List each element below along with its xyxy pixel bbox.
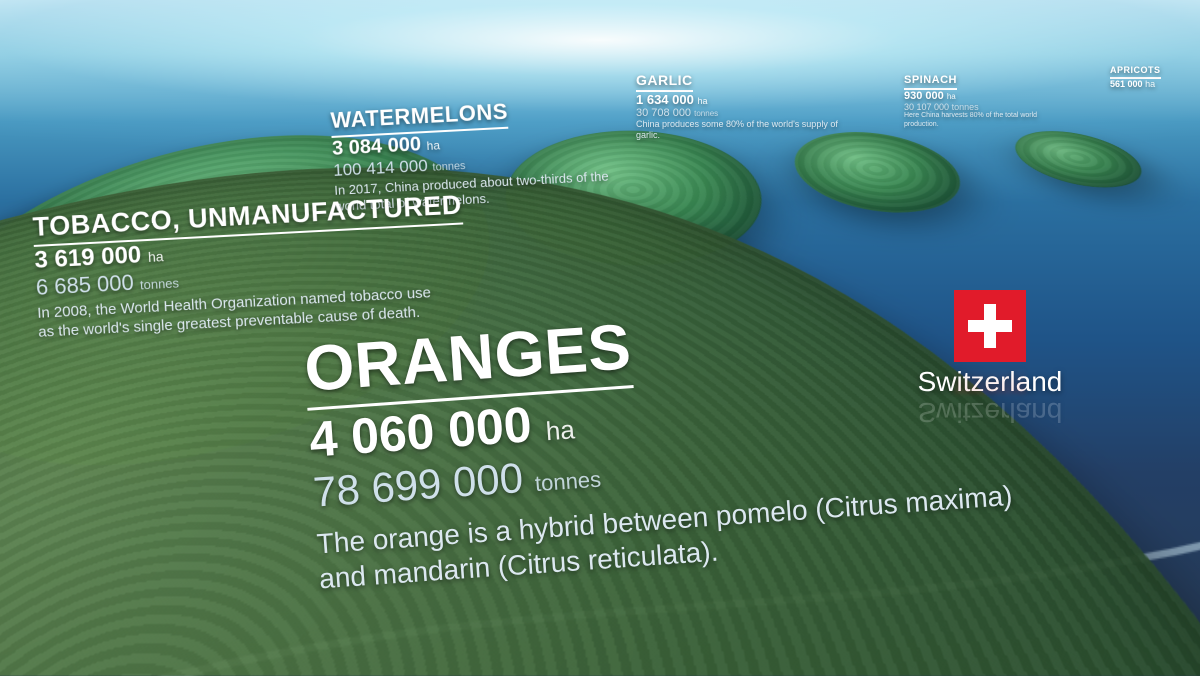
tonnes-unit: tonnes — [952, 102, 979, 112]
area-value: 3 084 000 — [332, 133, 422, 160]
tonnes-value: 6 685 000 — [35, 270, 134, 300]
area-unit: ha — [697, 96, 707, 106]
country-name-reflection: Switzerland — [905, 396, 1075, 428]
tonnes-value: 100 414 000 — [333, 156, 428, 180]
tonnes-value: 30 107 000 — [904, 102, 949, 112]
tonnes-unit: tonnes — [432, 160, 466, 174]
desc: China produces some 80% of the world's s… — [636, 119, 846, 142]
area-unit: ha — [1145, 79, 1155, 89]
area-unit: ha — [426, 138, 440, 153]
area-unit: ha — [947, 92, 956, 101]
tonnes-unit: tonnes — [140, 275, 180, 292]
title: APRICOTS — [1110, 65, 1161, 79]
tonnes-unit: tonnes — [694, 109, 718, 118]
tonnes-unit: tonnes — [534, 467, 602, 497]
title: SPINACH — [904, 74, 957, 90]
reference-switzerland: Switzerland Switzerland — [905, 290, 1075, 428]
area-unit: ha — [545, 414, 576, 446]
label-tobacco: TOBACCO, UNMANUFACTURED 3 619 000 ha 6 6… — [32, 189, 468, 342]
swiss-flag-icon — [954, 290, 1026, 362]
desc: Here China harvests 80% of the total wor… — [904, 112, 1064, 130]
area-value: 561 000 — [1110, 79, 1143, 89]
area-value: 3 619 000 — [34, 241, 142, 274]
area-unit: ha — [148, 248, 164, 265]
label-spinach: SPINACH 930 000 ha 30 107 000 tonnes Her… — [904, 70, 1074, 130]
area-value: 930 000 — [904, 90, 944, 102]
label-apricots: APRICOTS 561 000 ha — [1110, 60, 1200, 89]
title: GARLIC — [636, 72, 693, 92]
label-garlic: GARLIC 1 634 000 ha 30 708 000 tonnes Ch… — [636, 72, 856, 142]
